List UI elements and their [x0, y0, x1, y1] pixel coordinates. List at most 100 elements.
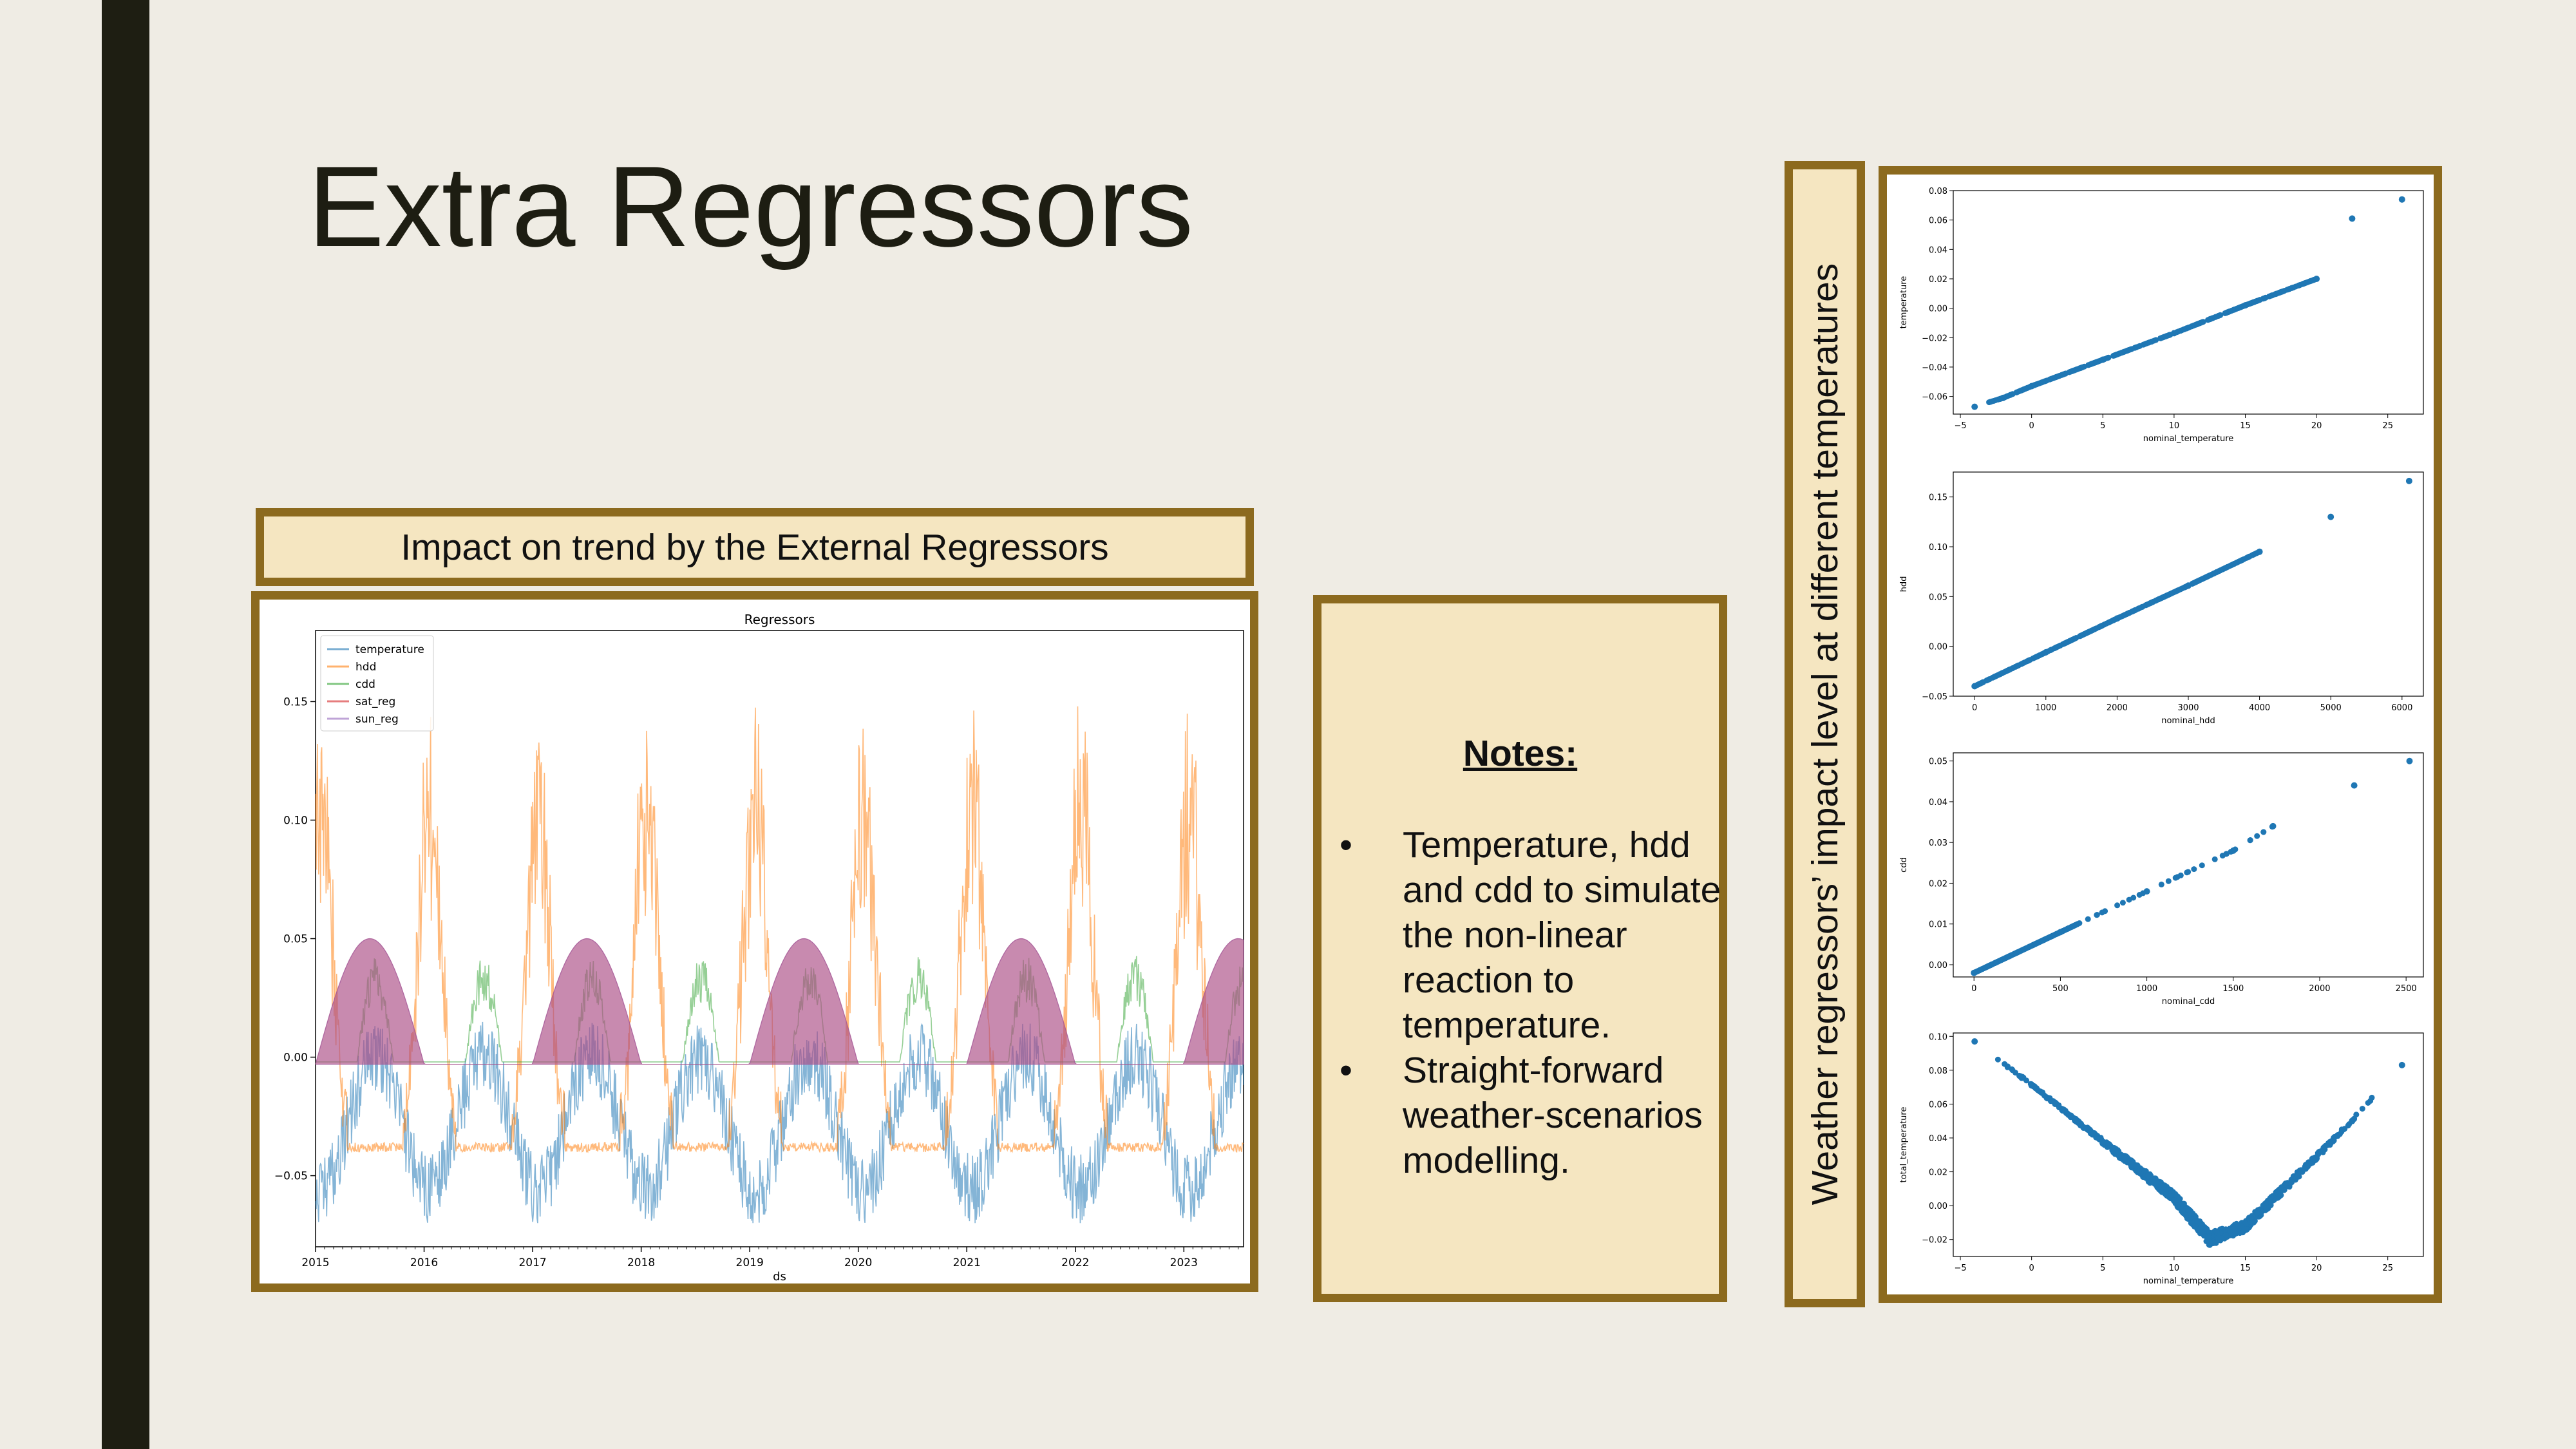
x-tick-label: 500 — [2052, 984, 2069, 994]
scatter-point — [2068, 1113, 2074, 1119]
y-tick-label: −0.02 — [1922, 334, 1947, 343]
scatter-point — [2268, 1194, 2275, 1200]
scatter-point — [2206, 1240, 2213, 1246]
scatter-point — [2224, 564, 2231, 570]
x-tick-label: 25 — [2382, 1264, 2393, 1273]
scatter-point — [2103, 620, 2110, 627]
y-tick-label: 0.01 — [1929, 920, 1947, 930]
scatter-plots: −5 0 5 10 15 20 25−0.06−0.04−0.020.000.020.040… — [1899, 187, 2424, 1286]
note-text: Straight-forward weather-scenarios model… — [1403, 1050, 1703, 1181]
scatter-point — [2040, 937, 2047, 943]
scatter-point — [2060, 1107, 2066, 1113]
notes-list: • Temperature, hdd and cdd to simulate th… — [1340, 822, 1726, 1183]
scatter-point — [2247, 837, 2253, 843]
scatter-point — [2047, 376, 2053, 383]
scatter-point — [2398, 1061, 2405, 1068]
legend-label-temperature: temperature — [355, 643, 424, 656]
scatter-point — [2085, 916, 2091, 922]
scatter-point — [2069, 368, 2075, 374]
scatter-point — [2278, 289, 2284, 295]
scatter-point — [2018, 661, 2024, 667]
bullet-icon: • — [1340, 1050, 1352, 1091]
x-tick-label: 2500 — [2396, 984, 2417, 994]
scatter-point — [2116, 350, 2123, 357]
scatter-point — [2325, 1140, 2331, 1146]
bullet-icon: • — [1340, 824, 1352, 866]
scatter-point — [2192, 1223, 2199, 1229]
side-label: Weather regressors’ impact level at diff… — [1804, 263, 1846, 1206]
scatter-point — [2313, 1155, 2320, 1162]
scatter-point — [2090, 627, 2096, 633]
scatter-point — [2130, 895, 2137, 901]
legend-label-sat-reg: sat_reg — [355, 696, 395, 708]
x-tick-label: 0 — [1971, 984, 1976, 994]
scatter-point — [2398, 196, 2405, 203]
scatter-point — [2005, 667, 2012, 674]
scatter-point — [2109, 1147, 2116, 1153]
y-tick-label: 0.00 — [283, 1052, 308, 1065]
scatter-point — [2257, 297, 2263, 303]
scatter-point — [2297, 1168, 2303, 1173]
scatter-point — [2231, 1231, 2238, 1237]
scatter-point — [2012, 1070, 2018, 1076]
scatter-point — [2227, 1229, 2233, 1235]
scatter-point — [2006, 953, 2012, 960]
legend-box — [320, 635, 434, 732]
scatter-point — [2057, 929, 2064, 936]
series-temperature-line — [315, 1021, 1244, 1224]
scatter-point — [2190, 1210, 2196, 1217]
scatter-point — [2251, 299, 2257, 305]
scatter-point — [2295, 282, 2302, 289]
y-axis-label: hdd — [1899, 576, 1909, 592]
y-tick-label: 0.03 — [1929, 838, 1947, 848]
x-tick-label: 2021 — [953, 1256, 981, 1269]
y-tick-label: 0.00 — [1929, 1202, 1947, 1211]
x-tick-label: 1000 — [2136, 984, 2157, 994]
scatter-point — [2099, 1139, 2107, 1146]
scatter-point — [2186, 324, 2192, 330]
scatter-point — [2159, 1189, 2165, 1195]
scatter-point — [2172, 875, 2179, 881]
notes-box: Notes: • Temperature, hdd and cdd to simu… — [1313, 595, 1727, 1302]
scatter-point — [2105, 355, 2111, 361]
y-tick-label: 0.04 — [1929, 798, 1947, 808]
y-tick-label: 0.05 — [1929, 757, 1947, 767]
x-tick-label: 2020 — [844, 1256, 872, 1269]
x-tick-label: 2019 — [736, 1256, 764, 1269]
scatter-point — [2114, 902, 2121, 909]
scatter-point — [2191, 866, 2197, 873]
x-tick-label: 20 — [2311, 421, 2322, 431]
scatter-point — [2096, 1135, 2102, 1142]
note-item: • Temperature, hdd and cdd to simulate th… — [1340, 822, 1726, 1048]
scatter-point — [2057, 642, 2063, 649]
scatter-point — [2184, 1215, 2190, 1221]
y-tick-label: 0.10 — [1929, 543, 1947, 553]
scatter-point — [2260, 829, 2267, 835]
scatter-point — [1971, 403, 1978, 410]
y-tick-label: 0.02 — [1929, 879, 1947, 889]
scatter-point — [2072, 1117, 2079, 1123]
scatter-point — [2136, 343, 2142, 350]
y-tick-label: −0.05 — [1922, 692, 1947, 702]
scatter-point — [2032, 941, 2038, 947]
scatter-point — [2175, 1197, 2182, 1203]
scatter-point — [2405, 477, 2412, 484]
scatter-point — [2334, 1132, 2341, 1139]
scatter-point — [2099, 356, 2107, 363]
x-tick-label: 25 — [2382, 421, 2393, 431]
chart-title: Regressors — [744, 612, 815, 627]
scatter-point — [1995, 672, 2002, 678]
scatter-point — [2223, 851, 2230, 857]
scatter-point — [2185, 1206, 2192, 1213]
scatter-point — [2254, 833, 2260, 839]
scatter-plot-2: 0 1000 2000 3000 4000 5000 6000 −0.05 0.00 0.05 0.… — [1899, 471, 2424, 726]
scatter-point — [2165, 1193, 2172, 1200]
scatter-point — [2320, 1149, 2326, 1155]
scatter-point — [2222, 1232, 2229, 1238]
x-tick-label: 5 — [2100, 421, 2105, 431]
scatter-point — [2281, 1187, 2287, 1193]
scatter-point — [1979, 679, 1985, 686]
scatter-point — [1984, 963, 1990, 970]
scatter-point — [2170, 330, 2177, 337]
scatter-point — [1971, 969, 1978, 976]
